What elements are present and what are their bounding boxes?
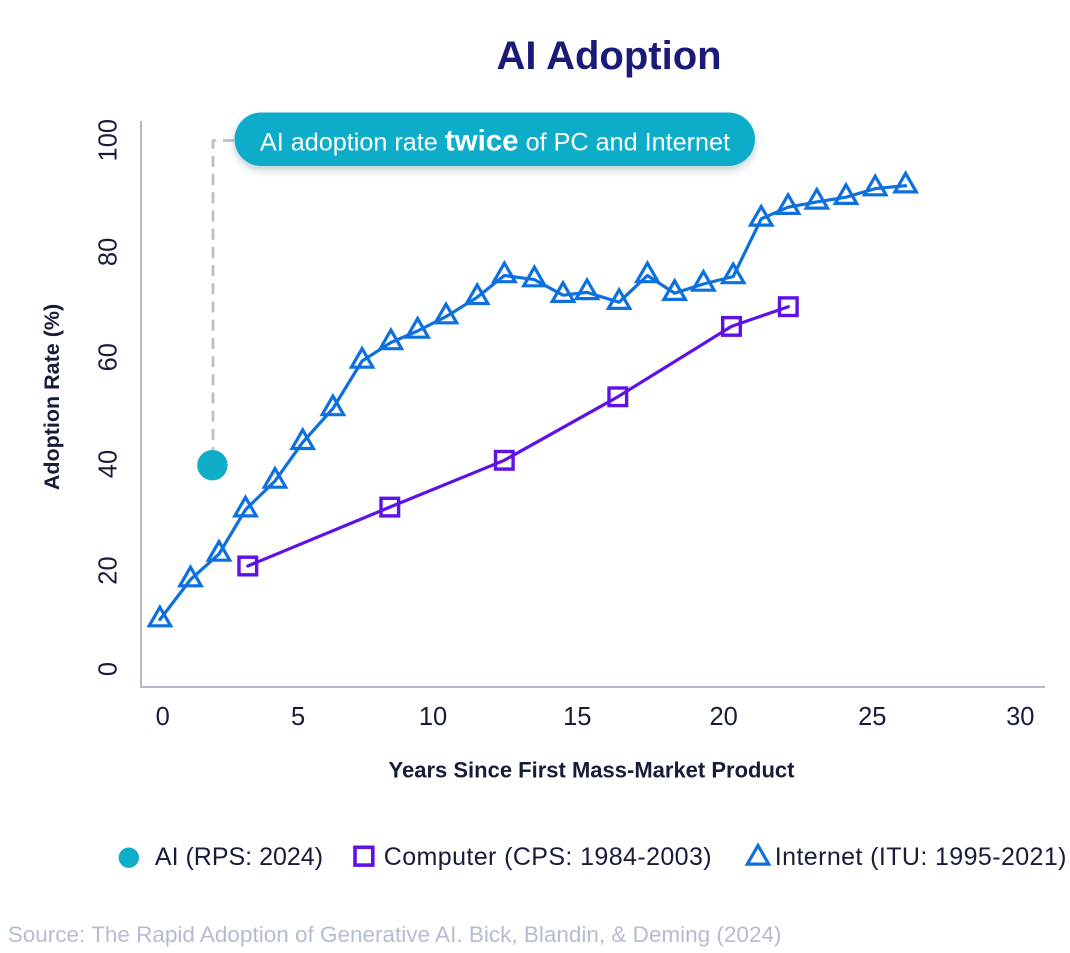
svg-text:Adoption Rate (%): Adoption Rate (%) xyxy=(40,304,64,490)
svg-text:60: 60 xyxy=(95,343,123,371)
svg-text:40: 40 xyxy=(95,450,123,478)
svg-text:Source: The Rapid Adoption of: Source: The Rapid Adoption of Generative… xyxy=(8,922,782,947)
svg-text:Computer (CPS: 1984-2003): Computer (CPS: 1984-2003) xyxy=(384,843,712,871)
svg-text:15: 15 xyxy=(563,703,591,731)
svg-text:Years Since First Mass-Market: Years Since First Mass-Market Product xyxy=(389,758,796,783)
svg-text:20: 20 xyxy=(95,556,123,584)
svg-text:AI adoption rate twice of PC a: AI adoption rate twice of PC and Interne… xyxy=(260,125,730,158)
svg-text:5: 5 xyxy=(291,703,305,731)
svg-text:Internet (ITU: 1995-2021): Internet (ITU: 1995-2021) xyxy=(775,843,1067,871)
svg-text:100: 100 xyxy=(95,119,123,162)
svg-text:0: 0 xyxy=(95,662,123,676)
svg-text:30: 30 xyxy=(1006,703,1034,731)
svg-text:AI (RPS: 2024): AI (RPS: 2024) xyxy=(155,843,323,871)
svg-text:80: 80 xyxy=(95,238,123,266)
svg-text:AI Adoption: AI Adoption xyxy=(496,34,721,78)
svg-text:10: 10 xyxy=(419,703,447,731)
svg-text:20: 20 xyxy=(710,703,738,731)
svg-text:0: 0 xyxy=(156,703,170,731)
svg-text:25: 25 xyxy=(858,703,886,731)
